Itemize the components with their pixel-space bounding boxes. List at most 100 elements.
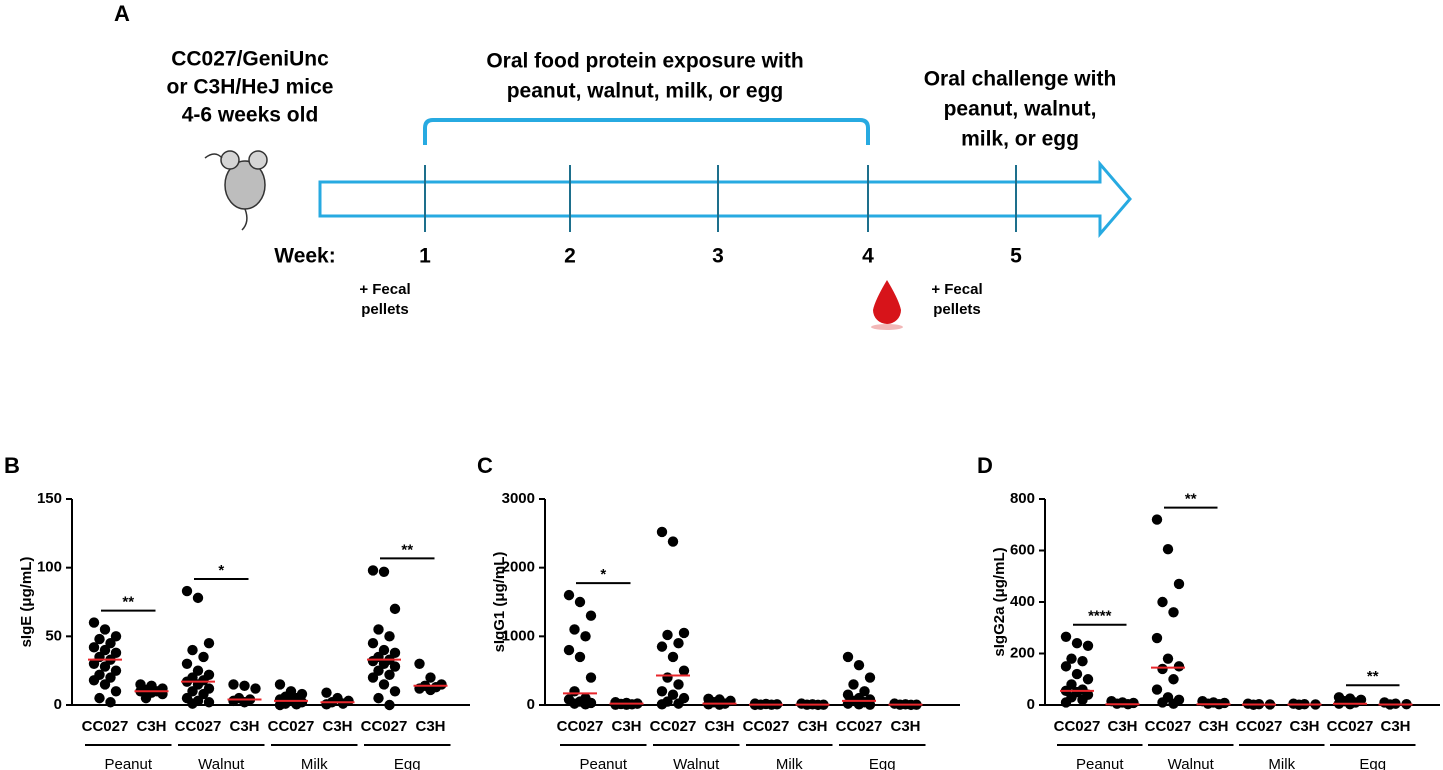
data-point bbox=[94, 692, 105, 704]
data-point bbox=[1082, 640, 1094, 651]
data-point bbox=[569, 698, 580, 709]
group-label: Walnut bbox=[673, 756, 720, 770]
data-point bbox=[678, 665, 690, 676]
y-axis-label: sIgG1 (μg/mL) bbox=[491, 552, 508, 653]
week-label: Week: bbox=[274, 245, 335, 268]
group-label: Milk bbox=[301, 756, 328, 770]
week: 1 bbox=[419, 245, 431, 268]
data-point bbox=[848, 679, 859, 690]
x-tick-label: CC027 bbox=[82, 718, 129, 735]
data-point bbox=[853, 659, 865, 671]
data-point bbox=[1071, 638, 1083, 649]
data-point bbox=[585, 610, 597, 621]
exposure-text: Oral food protein exposure with bbox=[486, 50, 803, 73]
y-tick-label: 800 bbox=[1010, 490, 1035, 507]
data-point bbox=[367, 565, 379, 576]
fecal-text: pellets bbox=[933, 301, 981, 318]
x-tick-label: CC027 bbox=[361, 718, 408, 735]
x-tick-label: CC027 bbox=[1054, 718, 1101, 735]
data-point bbox=[88, 675, 100, 686]
significance-label: ** bbox=[401, 541, 413, 558]
data-point bbox=[864, 699, 876, 710]
group-label: Milk bbox=[776, 756, 803, 770]
data-point bbox=[1066, 653, 1077, 664]
x-tick-label: C3H bbox=[1198, 718, 1228, 735]
data-point bbox=[203, 697, 215, 708]
data-point bbox=[274, 699, 286, 711]
y-tick-label: 50 bbox=[45, 627, 62, 644]
data-point bbox=[110, 686, 122, 697]
data-point bbox=[88, 617, 100, 628]
data-point bbox=[367, 655, 379, 667]
data-point bbox=[321, 699, 332, 710]
mouse-text: 4-6 weeks old bbox=[182, 104, 319, 127]
data-point bbox=[673, 679, 684, 690]
x-tick-label: C3H bbox=[1289, 718, 1319, 735]
x-tick-label: C3H bbox=[1107, 718, 1137, 735]
y-axis-label: sIgG2a (μg/mL) bbox=[991, 547, 1008, 656]
data-point bbox=[1151, 632, 1163, 644]
blood-drop bbox=[873, 280, 901, 324]
y-tick-label: 200 bbox=[1010, 644, 1035, 661]
fecal-text: + Fecal bbox=[931, 281, 982, 298]
data-point bbox=[198, 651, 209, 663]
data-point bbox=[389, 686, 401, 697]
data-point bbox=[181, 585, 193, 597]
x-tick-label: C3H bbox=[229, 718, 259, 735]
group-label: Peanut bbox=[1076, 756, 1124, 770]
y-axis-label: sIgE (μg/mL) bbox=[18, 557, 35, 648]
data-point bbox=[662, 672, 673, 683]
data-point bbox=[656, 641, 668, 652]
data-point bbox=[574, 651, 586, 663]
group-label: Walnut bbox=[1168, 756, 1215, 770]
x-tick-label: CC027 bbox=[1236, 718, 1283, 735]
significance-label: ** bbox=[1185, 491, 1197, 508]
data-point bbox=[373, 692, 384, 704]
fecal-text: pellets bbox=[361, 301, 409, 318]
data-point bbox=[621, 699, 632, 710]
data-point bbox=[192, 592, 204, 604]
x-tick-label: CC027 bbox=[650, 718, 697, 735]
data-point bbox=[714, 699, 725, 710]
significance-label: **** bbox=[1088, 608, 1112, 625]
data-point bbox=[414, 658, 425, 669]
data-point bbox=[1151, 514, 1163, 525]
week: 5 bbox=[1010, 245, 1022, 268]
group-label: Milk bbox=[1268, 756, 1295, 770]
data-point bbox=[99, 661, 111, 672]
mouse-text: or C3H/HeJ mice bbox=[167, 76, 334, 99]
data-point bbox=[384, 699, 395, 711]
panel-a: A CC027/GeniUnc or C3H/HeJ mice 4-6 week… bbox=[114, 1, 1132, 330]
data-point bbox=[1157, 697, 1168, 708]
data-point bbox=[321, 687, 332, 698]
challenge-text: Oral challenge with bbox=[924, 68, 1117, 91]
timeline-arrow bbox=[318, 159, 1132, 239]
data-point bbox=[187, 698, 198, 709]
x-tick-label: C3H bbox=[415, 718, 445, 735]
significance-label: ** bbox=[122, 594, 134, 611]
data-point bbox=[1060, 661, 1072, 672]
data-point bbox=[373, 624, 384, 635]
x-tick-label: C3H bbox=[890, 718, 920, 735]
blood-shadow bbox=[871, 324, 903, 330]
exposure-text: peanut, walnut, milk, or egg bbox=[507, 80, 784, 103]
y-tick-label: 0 bbox=[527, 696, 535, 713]
data-point bbox=[274, 679, 286, 690]
data-point bbox=[1077, 656, 1088, 667]
data-point bbox=[187, 644, 198, 656]
data-point bbox=[337, 698, 349, 709]
x-tick-label: CC027 bbox=[175, 718, 222, 735]
group-label: Egg bbox=[394, 756, 421, 770]
data-point bbox=[1168, 698, 1179, 709]
data-point bbox=[662, 629, 673, 641]
week-ticks bbox=[424, 165, 1017, 232]
data-point bbox=[88, 642, 100, 653]
data-point bbox=[1060, 697, 1072, 708]
significance-label: ** bbox=[1367, 668, 1379, 685]
data-point bbox=[1173, 661, 1185, 672]
x-tick-label: CC027 bbox=[268, 718, 315, 735]
data-point bbox=[99, 624, 111, 635]
data-point bbox=[94, 633, 105, 645]
